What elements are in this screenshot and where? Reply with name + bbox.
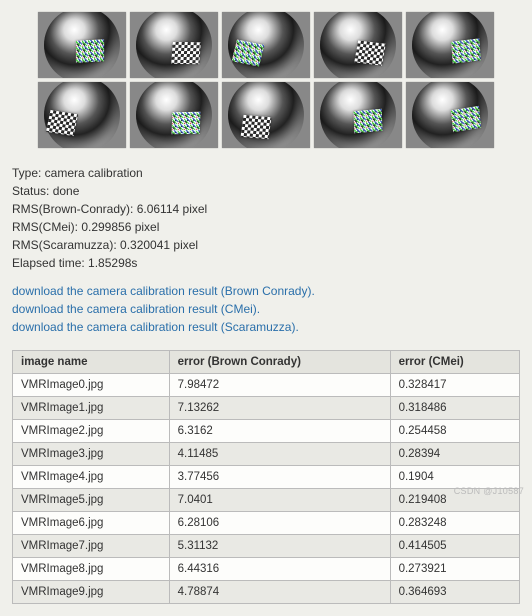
rms-cmei-line: RMS(CMei): 0.299856 pixel (12, 218, 520, 236)
table-row: VMRImage1.jpg7.132620.318486 (13, 397, 520, 420)
cell-name: VMRImage0.jpg (13, 374, 170, 397)
table-row: VMRImage9.jpg4.788740.364693 (13, 581, 520, 604)
cell-brown: 5.31132 (169, 535, 390, 558)
table-row: VMRImage3.jpg4.114850.28394 (13, 443, 520, 466)
cell-cmei: 0.414505 (390, 535, 519, 558)
checkerboard-icon (46, 110, 78, 136)
download-cmei-link[interactable]: download the camera calibration result (… (12, 302, 260, 316)
download-scaramuzza-link[interactable]: download the camera calibration result (… (12, 320, 299, 334)
type-line: Type: camera calibration (12, 164, 520, 182)
thumbnail[interactable] (222, 82, 310, 148)
col-error-brown: error (Brown Conrady) (169, 351, 390, 374)
checkerboard-icon (451, 38, 481, 63)
table-row: VMRImage4.jpg3.774560.1904 (13, 466, 520, 489)
cell-name: VMRImage7.jpg (13, 535, 170, 558)
thumbnail[interactable] (406, 82, 494, 148)
table-row: VMRImage7.jpg5.311320.414505 (13, 535, 520, 558)
error-table: image name error (Brown Conrady) error (… (12, 350, 520, 604)
cell-name: VMRImage8.jpg (13, 558, 170, 581)
cell-brown: 4.11485 (169, 443, 390, 466)
download-links: download the camera calibration result (… (12, 282, 520, 336)
cell-cmei: 0.283248 (390, 512, 519, 535)
cell-name: VMRImage9.jpg (13, 581, 170, 604)
thumbnail[interactable] (222, 12, 310, 78)
cell-brown: 7.98472 (169, 374, 390, 397)
thumbnail[interactable] (38, 82, 126, 148)
col-image-name: image name (13, 351, 170, 374)
checkerboard-icon (76, 39, 104, 62)
cell-name: VMRImage3.jpg (13, 443, 170, 466)
calibration-summary: Type: camera calibration Status: done RM… (12, 164, 520, 272)
table-row: VMRImage2.jpg6.31620.254458 (13, 420, 520, 443)
download-brown-conrady-link[interactable]: download the camera calibration result (… (12, 284, 315, 298)
cell-brown: 6.44316 (169, 558, 390, 581)
checkerboard-icon (241, 115, 272, 139)
calibration-thumbnails (12, 12, 520, 148)
status-line: Status: done (12, 182, 520, 200)
thumbnail[interactable] (130, 82, 218, 148)
watermark: CSDN @J10587 (454, 486, 524, 496)
table-row: VMRImage8.jpg6.443160.273921 (13, 558, 520, 581)
cell-brown: 6.3162 (169, 420, 390, 443)
thumbnail[interactable] (406, 12, 494, 78)
elapsed-time-line: Elapsed time: 1.85298s (12, 254, 520, 272)
cell-name: VMRImage2.jpg (13, 420, 170, 443)
cell-brown: 6.28106 (169, 512, 390, 535)
thumbnail[interactable] (314, 82, 402, 148)
cell-brown: 7.0401 (169, 489, 390, 512)
cell-brown: 4.78874 (169, 581, 390, 604)
cell-cmei: 0.364693 (390, 581, 519, 604)
checkerboard-icon (171, 42, 201, 65)
cell-name: VMRImage4.jpg (13, 466, 170, 489)
table-row: VMRImage0.jpg7.984720.328417 (13, 374, 520, 397)
cell-name: VMRImage1.jpg (13, 397, 170, 420)
checkerboard-icon (172, 112, 201, 135)
cell-cmei: 0.328417 (390, 374, 519, 397)
rms-brown-line: RMS(Brown-Conrady): 6.06114 pixel (12, 200, 520, 218)
thumbnail[interactable] (314, 12, 402, 78)
cell-brown: 3.77456 (169, 466, 390, 489)
cell-brown: 7.13262 (169, 397, 390, 420)
cell-cmei: 0.273921 (390, 558, 519, 581)
cell-cmei: 0.318486 (390, 397, 519, 420)
checkerboard-icon (354, 40, 386, 65)
col-error-cmei: error (CMei) (390, 351, 519, 374)
checkerboard-icon (451, 106, 481, 132)
rms-scaramuzza-line: RMS(Scaramuzza): 0.320041 pixel (12, 236, 520, 254)
cell-cmei: 0.254458 (390, 420, 519, 443)
table-row: VMRImage5.jpg7.04010.219408 (13, 489, 520, 512)
cell-cmei: 0.28394 (390, 443, 519, 466)
checkerboard-icon (354, 109, 383, 133)
cell-name: VMRImage5.jpg (13, 489, 170, 512)
cell-name: VMRImage6.jpg (13, 512, 170, 535)
thumbnail[interactable] (38, 12, 126, 78)
table-header-row: image name error (Brown Conrady) error (… (13, 351, 520, 374)
thumbnail[interactable] (130, 12, 218, 78)
table-row: VMRImage6.jpg6.281060.283248 (13, 512, 520, 535)
